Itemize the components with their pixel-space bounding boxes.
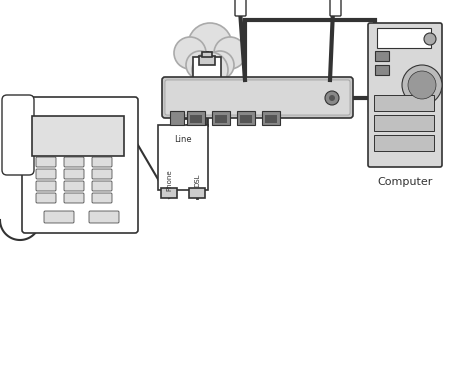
FancyBboxPatch shape: [64, 193, 84, 203]
FancyBboxPatch shape: [193, 57, 221, 95]
FancyBboxPatch shape: [22, 97, 138, 233]
FancyBboxPatch shape: [330, 0, 341, 16]
FancyBboxPatch shape: [92, 169, 112, 179]
Circle shape: [329, 95, 335, 101]
Circle shape: [188, 23, 232, 67]
FancyBboxPatch shape: [32, 116, 124, 156]
FancyBboxPatch shape: [162, 77, 353, 118]
FancyBboxPatch shape: [265, 115, 277, 123]
Circle shape: [214, 37, 246, 69]
FancyBboxPatch shape: [374, 95, 434, 111]
FancyBboxPatch shape: [36, 157, 56, 167]
FancyBboxPatch shape: [92, 193, 112, 203]
FancyBboxPatch shape: [158, 125, 208, 190]
Circle shape: [325, 91, 339, 105]
FancyBboxPatch shape: [375, 51, 389, 61]
Circle shape: [192, 52, 228, 88]
FancyBboxPatch shape: [89, 211, 119, 223]
Circle shape: [408, 71, 436, 99]
Circle shape: [424, 33, 436, 45]
Circle shape: [402, 65, 442, 105]
Text: DSL: DSL: [194, 173, 200, 187]
FancyBboxPatch shape: [64, 157, 84, 167]
FancyBboxPatch shape: [240, 115, 252, 123]
FancyBboxPatch shape: [202, 52, 212, 57]
FancyBboxPatch shape: [237, 111, 255, 125]
FancyBboxPatch shape: [374, 135, 434, 151]
Text: Line: Line: [174, 134, 192, 144]
FancyBboxPatch shape: [187, 111, 205, 125]
FancyBboxPatch shape: [161, 188, 177, 198]
FancyBboxPatch shape: [36, 169, 56, 179]
FancyBboxPatch shape: [215, 115, 227, 123]
FancyBboxPatch shape: [170, 111, 184, 125]
FancyBboxPatch shape: [374, 115, 434, 131]
FancyBboxPatch shape: [44, 211, 74, 223]
FancyBboxPatch shape: [36, 193, 56, 203]
Circle shape: [206, 51, 234, 79]
FancyBboxPatch shape: [189, 188, 205, 198]
Circle shape: [174, 37, 206, 69]
FancyBboxPatch shape: [92, 157, 112, 167]
FancyBboxPatch shape: [64, 181, 84, 191]
FancyBboxPatch shape: [2, 95, 34, 175]
FancyBboxPatch shape: [368, 23, 442, 167]
FancyBboxPatch shape: [212, 111, 230, 125]
FancyBboxPatch shape: [36, 181, 56, 191]
Text: Computer: Computer: [377, 177, 433, 187]
FancyBboxPatch shape: [377, 28, 431, 48]
Text: Phone: Phone: [166, 169, 172, 191]
FancyBboxPatch shape: [190, 115, 202, 123]
FancyBboxPatch shape: [64, 169, 84, 179]
FancyBboxPatch shape: [375, 65, 389, 75]
Circle shape: [186, 51, 214, 79]
FancyBboxPatch shape: [262, 111, 280, 125]
FancyBboxPatch shape: [235, 0, 246, 16]
FancyBboxPatch shape: [199, 56, 215, 65]
FancyBboxPatch shape: [165, 80, 350, 115]
FancyBboxPatch shape: [92, 181, 112, 191]
